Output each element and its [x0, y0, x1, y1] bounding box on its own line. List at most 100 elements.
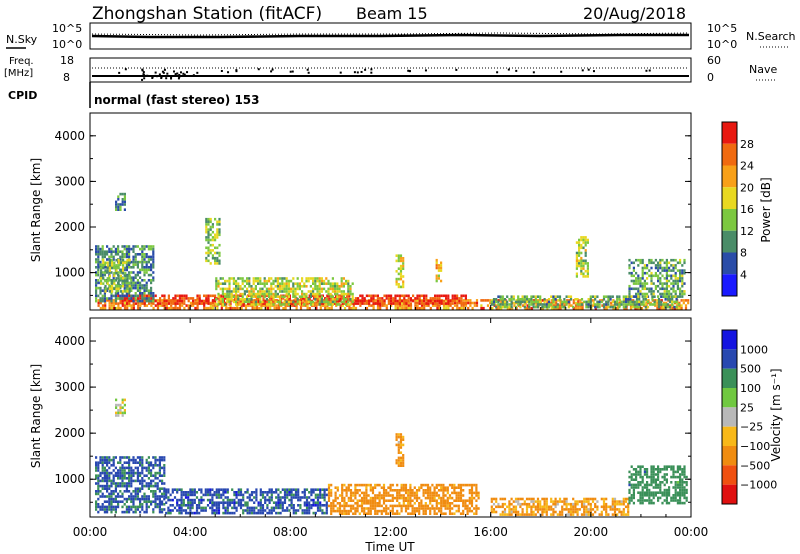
power-cell [639, 258, 642, 262]
power-cell [657, 295, 660, 298]
velocity-cell [150, 461, 153, 464]
velocity-cell [156, 471, 159, 475]
power-cell [299, 299, 303, 302]
velocity-cell [354, 489, 357, 492]
power-cell [130, 297, 133, 300]
velocity-cell [510, 502, 513, 506]
power-cell [152, 250, 155, 253]
power-cell [296, 277, 299, 280]
velocity-cell [495, 500, 498, 503]
velocity-cell [343, 502, 346, 505]
power-cell [246, 295, 249, 298]
power-cell [637, 290, 640, 293]
power-cell [436, 304, 439, 307]
power-cell [665, 266, 668, 270]
velocity-cell [217, 509, 221, 512]
velocity-cell [279, 491, 282, 494]
power-cell [576, 303, 579, 306]
power-cell [285, 292, 288, 296]
nave-dot [141, 69, 144, 72]
velocity-cell [242, 493, 245, 497]
velocity-cell [497, 502, 500, 506]
velocity-cell [587, 497, 590, 501]
velocity-cell [220, 501, 223, 504]
power-cell [586, 269, 589, 273]
velocity-cell [154, 484, 157, 488]
velocity-cell [442, 499, 445, 502]
power-cell [141, 245, 144, 248]
power-cell [232, 277, 235, 280]
velocity-cell [143, 466, 146, 470]
velocity-cell [143, 510, 146, 514]
power-cell [270, 290, 273, 293]
power-cell [276, 300, 279, 304]
power-cell [374, 294, 377, 298]
power-cell [405, 294, 408, 298]
power-cell [122, 271, 125, 275]
power-cell [657, 264, 660, 267]
velocity-cell [591, 500, 595, 503]
power-cell [674, 264, 677, 267]
velocity-cell [106, 464, 109, 467]
power-cell [95, 284, 98, 287]
velocity-cell [420, 507, 423, 510]
power-cell [152, 294, 155, 298]
power-cell [290, 287, 293, 291]
velocity-cell [448, 504, 452, 508]
power-colorbar-swatch [722, 274, 737, 296]
velocity-cell [147, 500, 150, 503]
power-cell [580, 243, 583, 247]
velocity-cell [459, 491, 463, 495]
velocity-cell [503, 502, 507, 506]
power-cell [654, 258, 657, 262]
velocity-cell [338, 494, 342, 497]
velocity-cell [215, 501, 218, 504]
power-cell [376, 302, 379, 305]
nave-dot [496, 71, 499, 74]
velocity-cell [462, 489, 465, 492]
power-cell [249, 294, 252, 298]
freq-tick-bottom: 8 [63, 71, 70, 84]
power-cell [97, 273, 100, 277]
power-cell [259, 279, 262, 283]
velocity-cell [106, 508, 109, 511]
power-cell [216, 228, 219, 231]
velocity-cell [470, 502, 474, 505]
velocity-cell [389, 509, 392, 513]
velocity-cell [202, 493, 205, 497]
velocity-cell [389, 486, 392, 489]
power-cell [211, 256, 214, 260]
power-cell [368, 302, 371, 305]
power-cell [240, 306, 243, 310]
velocity-cell [253, 506, 256, 510]
velocity-cell [457, 504, 460, 508]
power-cell [128, 255, 131, 259]
velocity-cell [400, 509, 403, 513]
power-cell [215, 303, 218, 306]
power-cell [125, 245, 128, 248]
nsearch-tick-bottom: 10^0 [707, 38, 737, 51]
velocity-cell [400, 483, 403, 487]
power-cell [672, 290, 675, 293]
power-cell [665, 284, 668, 288]
power-cell [219, 300, 222, 304]
velocity-cell [308, 509, 311, 512]
velocity-cell [180, 488, 183, 491]
power-cell [115, 287, 118, 291]
power-cell [294, 292, 297, 296]
velocity-cell [442, 491, 445, 495]
power-cell [159, 299, 162, 303]
power-cell [663, 287, 666, 291]
velocity-cell [442, 489, 445, 492]
velocity-cell [128, 469, 131, 472]
velocity-cell [217, 488, 221, 491]
power-cell [136, 286, 139, 290]
velocity-cell [670, 496, 673, 500]
power-cell [218, 297, 221, 300]
velocity-cell [536, 510, 540, 514]
velocity-cell [616, 508, 619, 511]
velocity-cell [643, 486, 646, 489]
velocity-cell [108, 456, 111, 459]
freq-tick-top: 18 [60, 54, 74, 67]
power-cell [207, 233, 210, 237]
